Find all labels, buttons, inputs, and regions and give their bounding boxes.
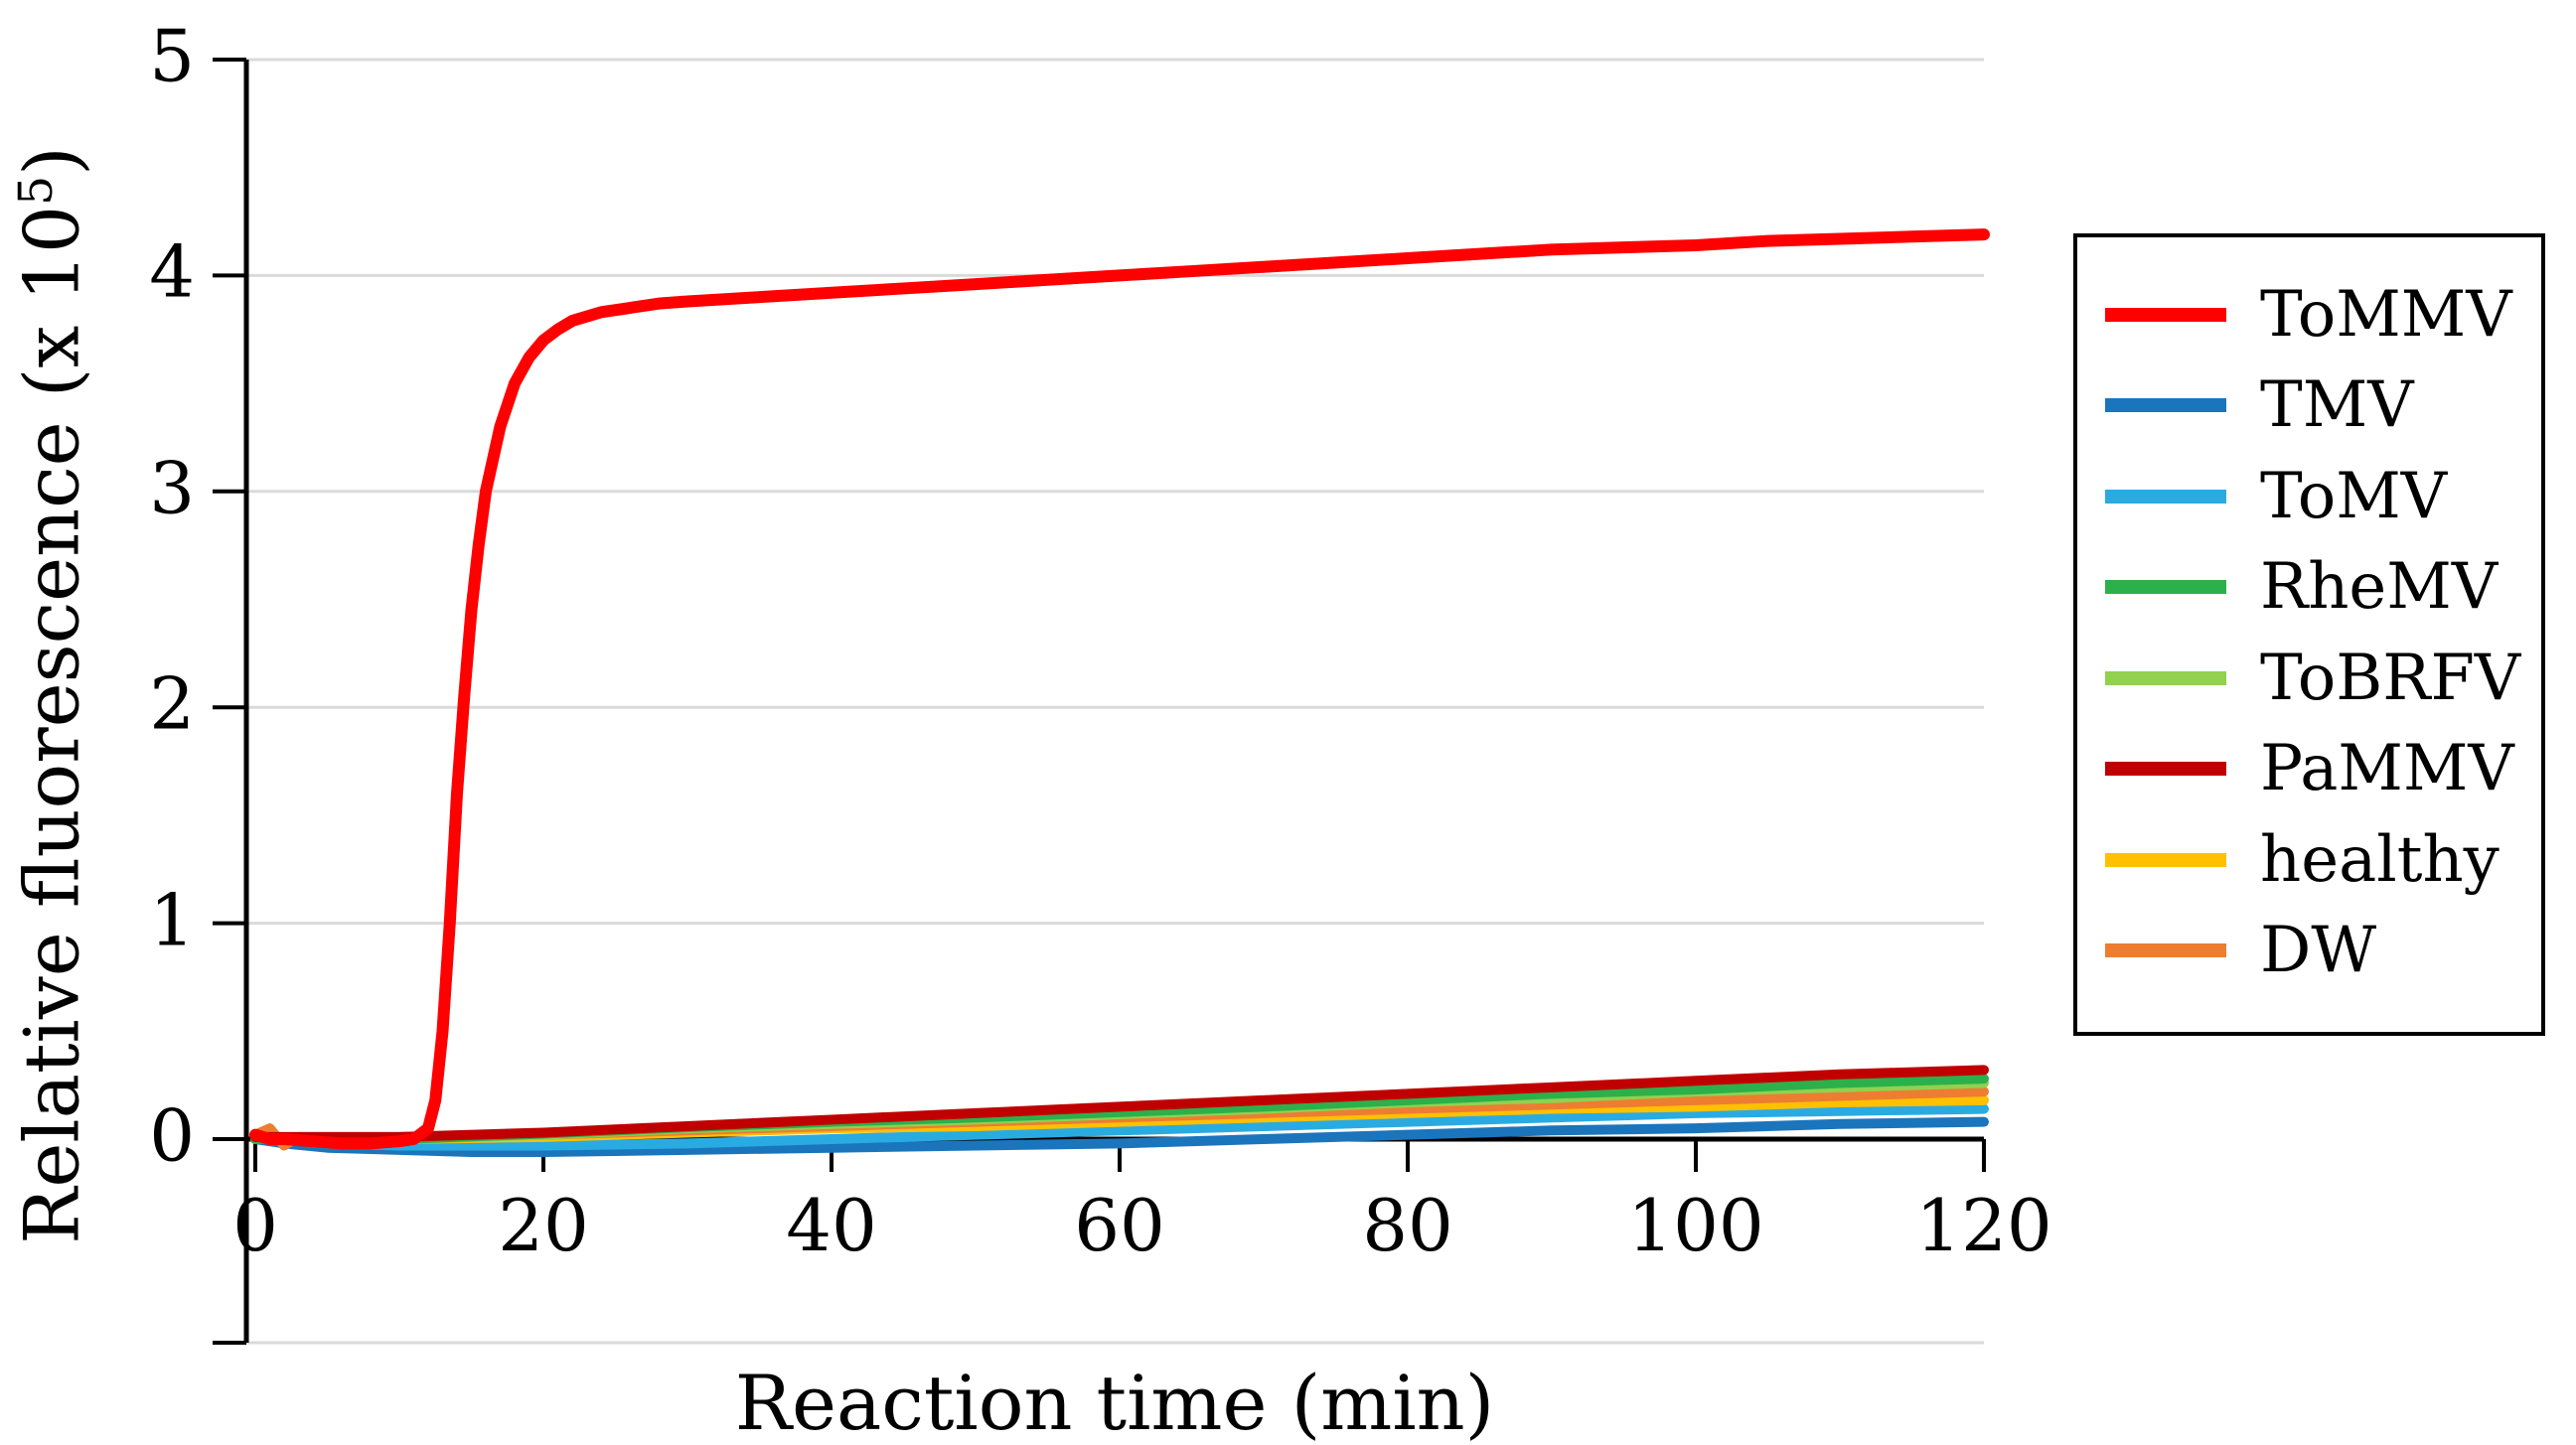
y-tick-label: 0 [149,1093,195,1178]
y-axis-title: Relative fluorescence (x 105) [8,146,96,1244]
legend-item-tomv: ToMV [2077,465,2541,528]
y-axis-title-exponent: 5 [9,175,65,206]
legend-swatch-healthy [2105,852,2226,867]
legend-swatch-dw [2105,942,2226,957]
legend: ToMMV TMV ToMV RheMV ToBRFV PaMMV health… [2073,233,2545,1036]
legend-swatch-tomv [2105,489,2226,504]
x-tick-label: 80 [1362,1184,1453,1267]
legend-label-pammv: PaMMV [2260,732,2514,806]
legend-swatch-pammv [2105,762,2226,777]
y-tick-label: 3 [149,446,195,530]
legend-swatch-tmv [2105,398,2226,413]
legend-label-healthy: healthy [2260,822,2500,897]
y-axis-title-close: ) [7,146,96,176]
legend-item-pammv: PaMMV [2077,737,2541,800]
legend-label-tomv: ToMV [2260,459,2447,533]
legend-item-healthy: healthy [2077,828,2541,892]
legend-item-dw: DW [2077,919,2541,982]
legend-item-tobrfv: ToBRFV [2077,647,2541,710]
x-tick-label: 100 [1627,1184,1764,1267]
legend-swatch-tobrfv [2105,670,2226,685]
legend-label-dw: DW [2260,913,2377,987]
x-tick-label: 120 [1915,1184,2052,1267]
y-tick-label: 1 [149,878,195,962]
legend-label-rhemv: RheMV [2260,550,2499,625]
x-tick-label: 20 [498,1184,589,1267]
x-tick-label: 40 [786,1184,877,1267]
legend-item-tmv: TMV [2077,373,2541,437]
legend-item-rhemv: RheMV [2077,555,2541,619]
legend-label-tmv: TMV [2260,368,2414,443]
y-axis-title-main: Relative fluorescence (x 10 [7,205,96,1244]
x-tick-label: 0 [232,1184,278,1267]
y-tick-label: 5 [149,14,195,98]
x-axis-title: Reaction time (min) [734,1359,1495,1445]
series-line-pammv [250,1065,1989,1142]
series-line-tomv [250,1103,1989,1151]
x-tick-label: 60 [1074,1184,1165,1267]
legend-item-tommv: ToMMV [2077,283,2541,347]
legend-swatch-rhemv [2105,580,2226,595]
legend-label-tobrfv: ToBRFV [2260,641,2521,715]
y-tick-label: 2 [149,661,195,746]
series-line-tommv [249,228,1990,1150]
y-tick-label: 4 [149,230,195,315]
legend-label-tommv: ToMMV [2260,278,2512,352]
legend-swatch-tommv [2105,308,2226,322]
